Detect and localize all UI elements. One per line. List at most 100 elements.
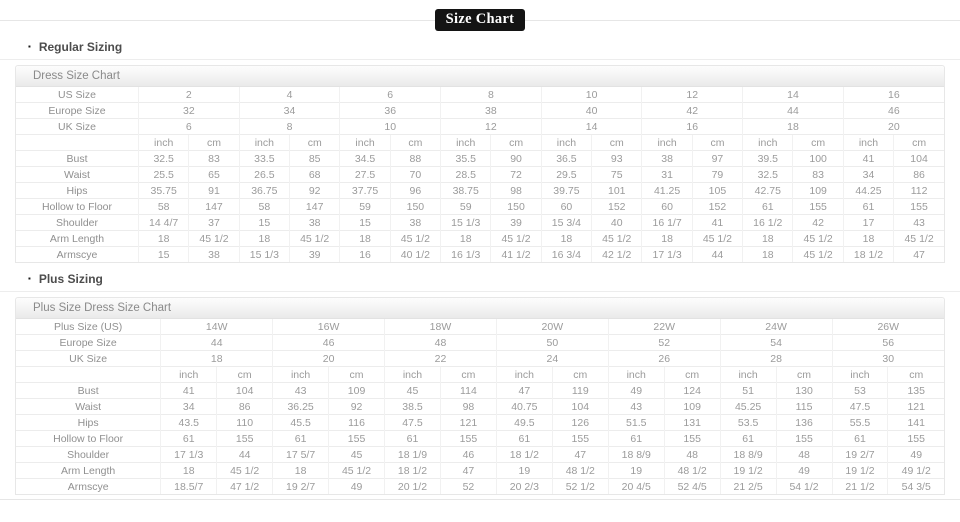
size-cell: 20W: [495, 319, 609, 335]
measure-cell-cm: 45 1/2: [691, 230, 743, 247]
measure-cell-cm: 47: [893, 246, 944, 262]
measure-cell-inch: 61: [742, 198, 793, 215]
size-cell: 46: [272, 334, 385, 351]
measure-cell-cm: 155: [893, 198, 944, 215]
unit-cell: cm: [792, 134, 844, 151]
measure-cell-inch: 28.5: [440, 166, 491, 183]
measure-cell-inch: 18 1/9: [384, 446, 441, 463]
size-cell: 28: [719, 350, 833, 367]
unit-cell: inch: [540, 134, 592, 151]
measure-row: Arm Length 18 45 1/2 18 45 1/2 18 45 1/2 18 45 1…: [16, 230, 944, 247]
measure-cell-inch: 31: [641, 166, 693, 183]
measure-cell-cm: 45 1/2: [216, 462, 273, 479]
unit-cell: inch: [842, 134, 894, 151]
measure-cell-inch: 16 1/3: [440, 246, 491, 262]
measure-cell-inch: 26.5: [238, 166, 290, 183]
measure-cell-cm: 83: [188, 150, 240, 167]
measure-cell-inch: 18: [238, 230, 290, 247]
measure-cell-cm: 43: [893, 214, 944, 231]
measure-row: Armscye 15 38 15 1/3 39 16 40 1/2 16 1/3 41 1/2 1…: [16, 246, 944, 262]
measure-cell-cm: 40: [591, 214, 642, 231]
section-heading-label: Plus Sizing: [38, 272, 103, 286]
measure-cell-inch: 59: [339, 198, 391, 215]
measure-cell-inch: 19 2/7: [272, 478, 329, 494]
measure-cell-inch: 34: [842, 166, 894, 183]
measure-cell-inch: 18: [842, 230, 894, 247]
measure-cell-cm: 45: [328, 446, 385, 463]
measure-cell-cm: 49: [328, 478, 385, 494]
measure-cell-cm: 104: [216, 382, 273, 399]
measure-cell-cm: 45 1/2: [792, 230, 844, 247]
measure-cell-cm: 47: [551, 446, 609, 463]
measure-cell-cm: 45 1/2: [591, 230, 642, 247]
page-title: Size Chart: [434, 9, 526, 31]
size-cell: 20: [842, 118, 944, 135]
measure-cell-inch: 18: [540, 230, 592, 247]
measure-cell-inch: 61: [384, 430, 441, 447]
row-label: Hips: [16, 182, 139, 199]
measure-cell-cm: 150: [389, 198, 441, 215]
size-cell: 16W: [272, 319, 385, 335]
measure-cell-cm: 110: [216, 414, 273, 431]
size-cell: 16: [842, 87, 944, 103]
measure-cell-cm: 70: [389, 166, 441, 183]
measure-cell-cm: 109: [663, 398, 721, 415]
measure-cell-cm: 42 1/2: [591, 246, 642, 262]
measure-cell-cm: 54 1/2: [775, 478, 833, 494]
measure-cell-cm: 48: [775, 446, 833, 463]
measure-row: Shoulder 17 1/3 44 17 5/7 45 18 1/9 46 18 1/2 47…: [16, 446, 944, 463]
size-cell: 30: [831, 350, 944, 367]
measure-cell-inch: 39.5: [742, 150, 793, 167]
size-row: US Size 2 4 6 8 10 12 14 16: [16, 87, 944, 103]
row-label: [16, 366, 161, 383]
measure-cell-cm: 86: [893, 166, 944, 183]
measure-cell-cm: 91: [188, 182, 240, 199]
row-label: Waist: [16, 398, 161, 415]
measure-cell-inch: 19 2/7: [831, 446, 888, 463]
measure-cell-inch: 61: [607, 430, 665, 447]
measure-cell-inch: 36.75: [238, 182, 290, 199]
size-cell: 18: [160, 350, 273, 367]
measure-cell-inch: 33.5: [238, 150, 290, 167]
measure-cell-inch: 51.5: [607, 414, 665, 431]
measure-cell-inch: 49.5: [495, 414, 553, 431]
measure-cell-inch: 18.5/7: [160, 478, 217, 494]
measure-row: Waist 34 86 36.25 92 38.5 98 40.75 104 43 109 45.25…: [16, 398, 944, 415]
measure-cell-inch: 36.5: [540, 150, 592, 167]
row-label: UK Size: [16, 350, 161, 367]
measure-cell-cm: 104: [893, 150, 944, 167]
measure-cell-cm: 37: [188, 214, 240, 231]
measure-cell-cm: 45 1/2: [289, 230, 340, 247]
size-cell: 14: [742, 87, 844, 103]
size-cell: 8: [440, 87, 542, 103]
measure-cell-inch: 35.75: [137, 182, 189, 199]
measure-cell-inch: 45.25: [719, 398, 777, 415]
measure-cell-inch: 14 4/7: [137, 214, 189, 231]
measure-cell-cm: 47 1/2: [216, 478, 273, 494]
measure-cell-cm: 155: [328, 430, 385, 447]
unit-cell: cm: [188, 134, 240, 151]
measure-cell-inch: 61: [831, 430, 888, 447]
size-cell: 8: [238, 118, 340, 135]
measure-cell-cm: 155: [663, 430, 721, 447]
size-cell: 12: [641, 87, 743, 103]
measure-cell-inch: 20 1/2: [384, 478, 441, 494]
measure-cell-inch: 60: [641, 198, 693, 215]
unit-cell: cm: [439, 366, 497, 383]
row-label: Hollow to Floor: [16, 198, 139, 215]
measure-cell-cm: 92: [289, 182, 340, 199]
unit-row: inch cm inch cm inch cm inch cm inch cm inch cm inch…: [16, 134, 944, 151]
size-cell: 24W: [719, 319, 833, 335]
measure-cell-inch: 21 2/5: [719, 478, 777, 494]
measure-cell-cm: 85: [289, 150, 340, 167]
measure-cell-cm: 45 1/2: [188, 230, 240, 247]
measure-cell-cm: 130: [775, 382, 833, 399]
measure-cell-cm: 75: [591, 166, 642, 183]
size-cell: 2: [137, 87, 240, 103]
measure-cell-inch: 18 1/2: [842, 246, 894, 262]
size-row: Europe Size 44 46 48 50 52 54 56: [16, 334, 944, 351]
size-cell: 16: [641, 118, 743, 135]
measure-cell-inch: 21 1/2: [831, 478, 888, 494]
unit-cell: inch: [641, 134, 693, 151]
unit-cell: inch: [238, 134, 290, 151]
